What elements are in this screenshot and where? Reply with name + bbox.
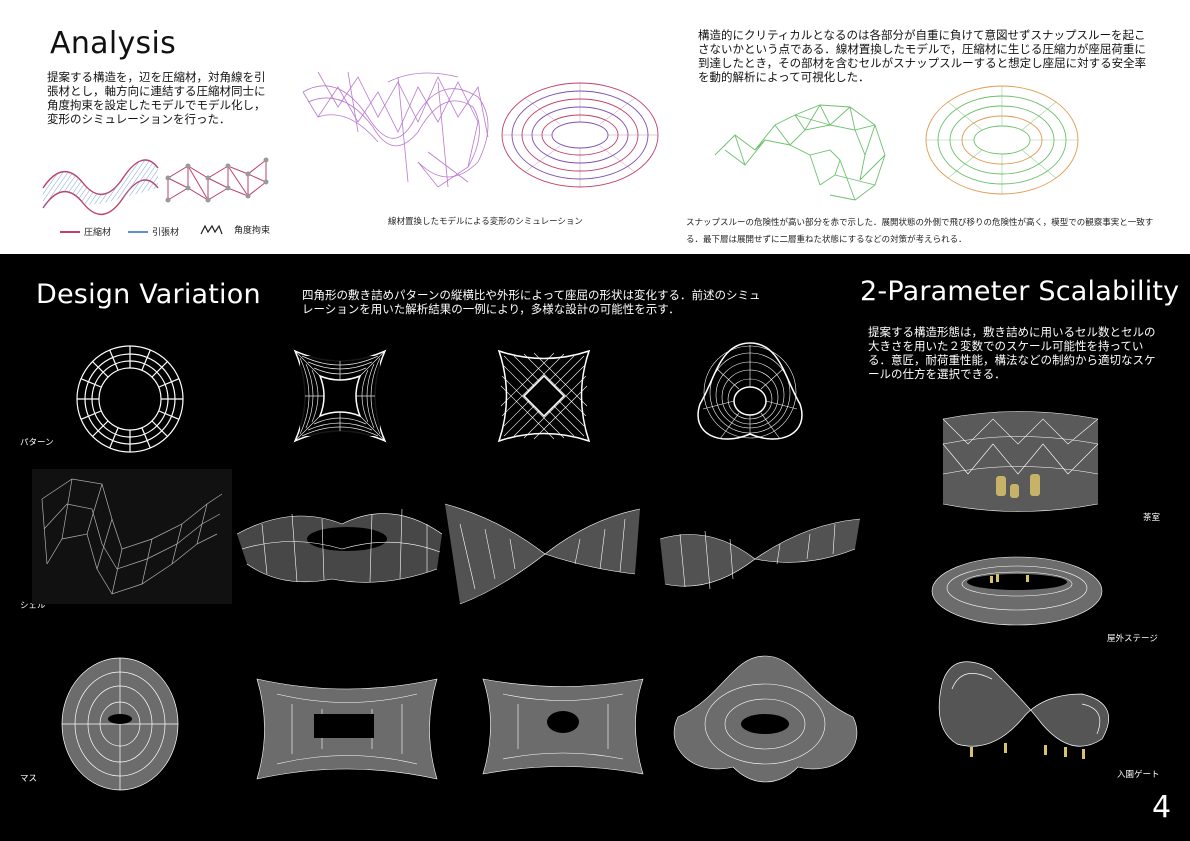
legend-compression: 圧縮材 bbox=[60, 225, 111, 238]
row-label-mass: マス bbox=[20, 774, 38, 784]
critical-description: 構造的にクリティカルとなるのは各部分が自重に負けて意図せずスナップスルーを起こさ… bbox=[698, 28, 1147, 84]
legend-angle-label: 角度拘束 bbox=[234, 226, 271, 236]
analysis-title: Analysis bbox=[50, 26, 177, 61]
scalability-description: 提案する構造形態は，敷き詰めに用いるセル数とセルの大きさを用いた２変数でのスケー… bbox=[868, 325, 1156, 381]
shell-model-1 bbox=[236, 508, 443, 583]
design-variation-section: Design Variation 四角形の敷き詰めパターンの縦横比や外形によって… bbox=[0, 254, 1190, 841]
row-label-shell: シェル bbox=[20, 601, 46, 611]
mass-trefoil bbox=[673, 655, 858, 783]
mass-sphere bbox=[61, 657, 179, 791]
scalability-title: 2-Parameter Scalability bbox=[860, 276, 1180, 307]
simulation-ring-figure bbox=[501, 82, 659, 188]
shell-scan-1 bbox=[32, 469, 232, 604]
teahouse-render bbox=[942, 411, 1099, 512]
simulation-caption: 線材置換したモデルによる変形のシミュレーション bbox=[388, 217, 583, 227]
legend-compression-label: 圧縮材 bbox=[84, 228, 112, 238]
compression-swatch bbox=[60, 230, 80, 233]
analysis-description: 提案する構造を，辺を圧縮材，対角線を引張材とし，軸方向に連結する圧縮材同士に角度… bbox=[47, 70, 266, 126]
analysis-section: Analysis 提案する構造を，辺を圧縮材，対角線を引張材とし，軸方向に連結す… bbox=[0, 0, 1190, 254]
snap-through-figure bbox=[714, 104, 886, 201]
label-teahouse: 茶室 bbox=[1143, 513, 1161, 523]
wave-model-figure bbox=[42, 157, 269, 215]
tension-swatch bbox=[128, 230, 148, 233]
shell-model-3 bbox=[659, 518, 861, 590]
snap-through-caption: スナップスルーの危険性が高い部分を赤で示した．展開状態の外側で飛び移りの危険性が… bbox=[686, 218, 1154, 245]
mass-square bbox=[256, 678, 438, 780]
page-number: 4 bbox=[1152, 790, 1172, 825]
snap-through-ring-figure bbox=[925, 85, 1079, 195]
label-outdoor-stage: 屋外ステージ bbox=[1107, 634, 1158, 644]
row-label-pattern: パターン bbox=[20, 438, 54, 448]
design-variation-description: 四角形の敷き詰めパターンの縦横比や外形によって座屈の形状は変化する．前述のシミュ… bbox=[302, 288, 761, 316]
design-variation-title: Design Variation bbox=[36, 279, 261, 310]
mass-diamond bbox=[482, 678, 644, 775]
pattern-trefoil bbox=[697, 342, 803, 440]
pattern-ring bbox=[76, 345, 184, 453]
legend-tension-label: 引張材 bbox=[152, 228, 180, 238]
legend-angle: 角度拘束 bbox=[200, 223, 270, 236]
legend-tension: 引張材 bbox=[128, 225, 179, 238]
angle-constraint-icon bbox=[200, 224, 223, 234]
label-entrance-gate: 入園ゲート bbox=[1117, 770, 1160, 780]
pattern-diamond bbox=[497, 349, 591, 443]
shell-model-2 bbox=[444, 503, 641, 605]
outdoor-stage-render bbox=[931, 556, 1103, 626]
pattern-square-star bbox=[293, 349, 387, 443]
entrance-gate-render bbox=[938, 661, 1110, 759]
simulation-twisted-figure bbox=[302, 71, 489, 188]
